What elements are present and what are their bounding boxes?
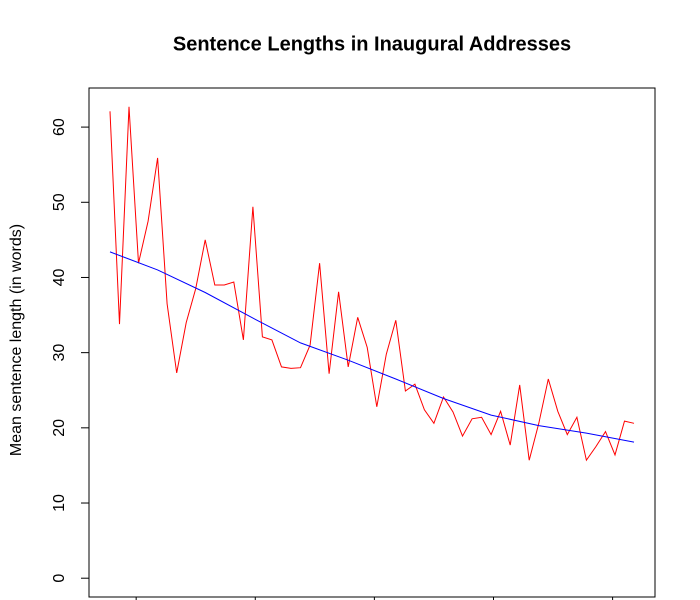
y-tick-label: 30: [51, 344, 68, 362]
line-series: [109, 251, 635, 443]
y-tick-label: 60: [51, 118, 68, 136]
chart-title: Sentence Lengths in Inaugural Addresses: [173, 33, 571, 55]
line-series: [109, 106, 635, 462]
y-tick-label: 10: [51, 494, 68, 512]
y-tick-label: 20: [51, 419, 68, 437]
y-axis-label: Mean sentence length (in words): [8, 224, 25, 456]
y-tick-label: 50: [51, 193, 68, 211]
y-tick-label: 40: [51, 268, 68, 286]
y-tick-label: 0: [51, 574, 68, 583]
plot-box: [88, 87, 656, 598]
